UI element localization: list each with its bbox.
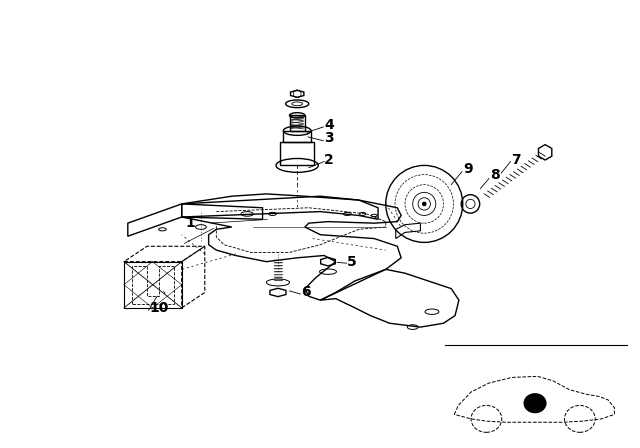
Bar [284, 131, 311, 142]
Text: 3: 3 [324, 131, 334, 146]
Text: 4: 4 [324, 118, 334, 132]
Text: 7: 7 [511, 153, 521, 167]
Circle shape [524, 393, 547, 413]
Text: 2: 2 [324, 153, 334, 167]
Text: 5: 5 [348, 254, 357, 269]
Text: 9: 9 [463, 162, 472, 176]
Bar [280, 142, 314, 165]
Bar [289, 116, 305, 131]
Text: 8: 8 [490, 168, 499, 182]
Circle shape [422, 202, 427, 206]
Text: 6: 6 [301, 285, 310, 299]
Text: 1: 1 [186, 216, 195, 230]
Bar [124, 262, 182, 308]
Text: 10: 10 [149, 301, 169, 315]
